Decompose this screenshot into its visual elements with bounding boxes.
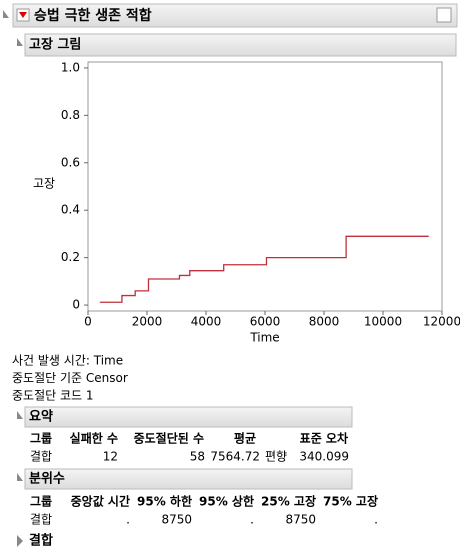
cell: 58 (190, 450, 205, 464)
cell: 결합 (30, 450, 52, 464)
x-tick-label: 0 (84, 315, 92, 329)
section-title: 요약 (29, 409, 53, 425)
cell: 8750 (161, 513, 192, 527)
title-bar (12, 3, 458, 28)
cell: . (374, 513, 378, 527)
x-tick-label: 8000 (309, 315, 340, 329)
cell: . (126, 513, 130, 527)
y-tick-label: 0 (72, 298, 80, 312)
column-header: 중앙값 시간 (71, 494, 130, 509)
x-tick-label: 4000 (191, 315, 222, 329)
cell: 편향 (265, 450, 287, 464)
cell: 340.099 (299, 450, 349, 464)
disclosure[interactable] (17, 473, 23, 481)
column-header: 95% 상한 (199, 494, 254, 509)
y-tick-label: 0.8 (61, 108, 80, 122)
section-title: 결합 (29, 533, 53, 549)
column-header: 표준 오차 (300, 431, 348, 446)
document: 사건 발생 시간: Time 중도절단 기준 Censor 중도절단 코드 1 요약분… (12, 354, 378, 549)
section-title: 고장 그림 (29, 37, 81, 53)
y-axis-label: 고장 (33, 177, 55, 191)
red-triangle (19, 12, 27, 18)
x-tick-label: 2000 (132, 315, 163, 329)
info-line: 중도절단 기준 Censor (12, 371, 128, 385)
column-header: 중도절단된 수 (134, 431, 204, 446)
column-header: 95% 하한 (137, 494, 192, 509)
step-line (99, 235, 429, 303)
disclosure[interactable] (17, 38, 23, 46)
info-line: 중도절단 코드 1 (12, 389, 94, 403)
disclosure[interactable] (17, 535, 23, 547)
cell: . (250, 513, 254, 527)
cell: 결합 (30, 513, 52, 527)
title: 승법 극한 생존 적합 (34, 7, 152, 24)
plot: 0 0.2 0.4 0.6 0.8 1.0 0 2000 4000 6000 8000 10000 12… (33, 60, 460, 344)
plot-frame (87, 61, 443, 312)
y-tick-label: 0.6 (61, 155, 80, 169)
y-tick-label: 0.2 (61, 250, 80, 264)
y-tick-label: 1.0 (61, 60, 80, 74)
column-header: 그룹 (30, 431, 52, 446)
cell: 12 (103, 450, 118, 464)
x-axis-label: Time (249, 331, 279, 345)
column-header: 그룹 (30, 494, 52, 509)
cell: 8750 (285, 513, 316, 527)
section-bar (24, 406, 353, 428)
options-icon[interactable] (436, 7, 452, 23)
cell: 7564.72 (210, 450, 260, 464)
column-header: 실패한 수 (70, 431, 118, 446)
column-header: 평균 (234, 432, 256, 446)
x-tick-label: 10000 (364, 315, 402, 329)
disclosure[interactable] (3, 10, 9, 18)
x-tick-label: 12000 (423, 315, 460, 329)
section-bar (24, 33, 457, 57)
section-title: 분위수 (29, 472, 65, 487)
x-tick-label: 6000 (250, 315, 281, 329)
y-tick-label: 0.4 (61, 203, 80, 217)
info-line: 사건 발생 시간: Time (12, 354, 123, 368)
column-header: 25% 고장 (261, 495, 316, 509)
disclosure[interactable] (17, 411, 23, 419)
section-bar (24, 468, 353, 490)
column-header: 75% 고장 (323, 495, 378, 509)
